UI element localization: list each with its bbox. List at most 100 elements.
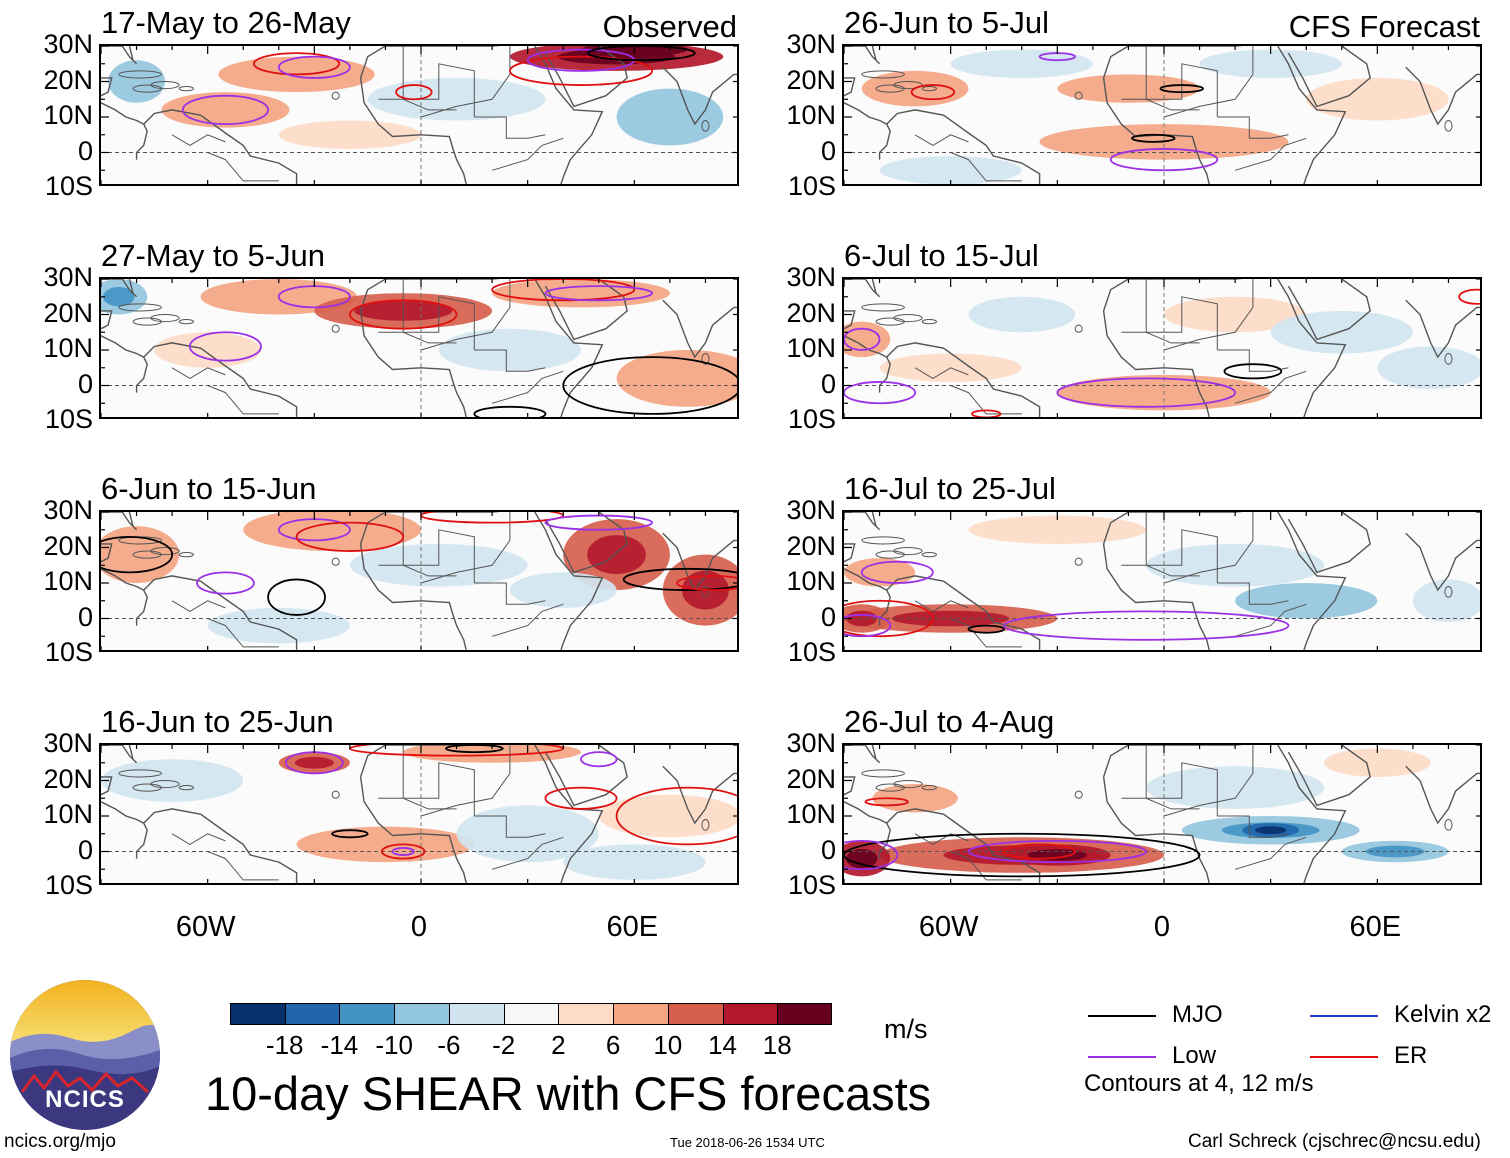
- colorbar-swatch: [503, 1003, 559, 1025]
- colorbar-tick-label: 6: [605, 1030, 621, 1060]
- island: [118, 303, 162, 312]
- island: [861, 303, 905, 312]
- units-label: m/s: [884, 1014, 928, 1044]
- coastline: [844, 102, 888, 125]
- contour-low: [391, 847, 415, 856]
- coastline: [844, 543, 856, 563]
- lat-tick-label: 30N: [43, 29, 93, 59]
- coastline: [135, 123, 148, 160]
- coastline: [359, 310, 467, 417]
- contour-low: [1003, 610, 1290, 641]
- contour-er: [1458, 288, 1480, 305]
- legend-label: MJO: [1172, 1001, 1223, 1028]
- coastline: [101, 512, 138, 531]
- island: [150, 547, 180, 556]
- country-border: [914, 134, 969, 146]
- island: [132, 317, 162, 326]
- lat-tick-label: 30N: [786, 728, 836, 758]
- shear-anomaly-patch: [844, 321, 891, 358]
- contour-low: [277, 55, 351, 79]
- shear-anomaly-patch: [278, 120, 421, 149]
- lat-tick-label: 10N: [786, 333, 836, 363]
- contour-low: [844, 327, 881, 351]
- coastline: [1277, 46, 1347, 184]
- coastline: [135, 822, 148, 859]
- contour-layer: [844, 288, 1480, 417]
- shear-anomaly-patch: [509, 572, 617, 608]
- panel-title: 16-Jun to 25-Jun: [101, 704, 334, 739]
- lat-tick-label: 10S: [787, 171, 836, 201]
- coastline: [662, 299, 737, 359]
- shear-anomaly-patch: [616, 88, 724, 146]
- lat-tick-label: 10N: [43, 799, 93, 829]
- coastline: [878, 356, 891, 393]
- map-svg: [101, 745, 737, 883]
- country-border: [914, 833, 969, 845]
- coastline: [544, 745, 628, 807]
- legend-label: Low: [1172, 1042, 1217, 1069]
- colorbar-swatch: [284, 1003, 340, 1025]
- island: [921, 784, 937, 791]
- colorbar-tick-label: 14: [708, 1030, 737, 1060]
- contour-layer: [910, 52, 1219, 172]
- footer-url[interactable]: ncics.org/mjo: [4, 1131, 116, 1152]
- contour-low: [188, 331, 262, 362]
- contour-mjo: [562, 356, 737, 415]
- island: [178, 784, 194, 791]
- observed-tag: Observed: [602, 9, 737, 44]
- contour-er: [615, 786, 737, 846]
- shading-layer: [844, 748, 1449, 877]
- country-border: [402, 512, 475, 583]
- country-border: [1145, 512, 1218, 583]
- shear-anomaly-patch: [438, 328, 581, 372]
- country-border: [171, 367, 226, 379]
- island: [178, 85, 194, 92]
- shear-anomaly-patch: [161, 92, 290, 128]
- shear-anomaly-patch: [563, 844, 706, 880]
- coastline: [844, 512, 881, 531]
- country-border: [914, 600, 969, 612]
- island: [861, 769, 905, 778]
- country-border: [207, 618, 279, 648]
- lat-tick-label: 20N: [43, 297, 93, 328]
- country-border: [491, 603, 564, 637]
- lat-tick-label: 10S: [44, 870, 93, 900]
- coastline: [886, 808, 1041, 883]
- coastline: [1405, 299, 1480, 359]
- shear-anomaly-core: [294, 756, 334, 769]
- lat-tick-label: 20N: [43, 530, 93, 561]
- panel-title: 17-May to 26-May: [101, 5, 351, 40]
- country-border: [474, 815, 546, 838]
- island: [701, 120, 710, 132]
- country-border: [1121, 564, 1200, 577]
- island: [1074, 91, 1083, 100]
- coastline: [844, 46, 881, 65]
- country-border: [914, 367, 969, 379]
- panel-title: 6-Jul to 15-Jul: [844, 238, 1039, 273]
- coastline: [1102, 512, 1244, 545]
- contour-low: [844, 614, 892, 638]
- map-svg: [844, 745, 1480, 883]
- contour-er: [1003, 843, 1077, 860]
- coastline-layer: [101, 279, 737, 417]
- coastline: [544, 279, 628, 341]
- country-border: [1121, 98, 1200, 111]
- lon-tick-label: 60W: [175, 911, 236, 943]
- colorbar-swatch: [230, 1003, 286, 1025]
- coastline: [101, 310, 113, 330]
- shear-anomaly-patch: [598, 794, 737, 838]
- country-border: [378, 797, 457, 810]
- contour-layer: [844, 560, 1290, 641]
- contour-er: [676, 575, 737, 591]
- country-border: [171, 134, 226, 146]
- island: [701, 586, 710, 598]
- contour-er: [864, 797, 909, 807]
- colorbar: [230, 1003, 833, 1025]
- tick-marks: [844, 279, 1480, 417]
- country-border: [1234, 370, 1307, 404]
- country-border: [402, 279, 475, 350]
- lat-tick-label: 0: [820, 368, 836, 399]
- coastline: [1277, 512, 1347, 650]
- country-border: [1234, 836, 1307, 870]
- coastline: [1102, 776, 1210, 883]
